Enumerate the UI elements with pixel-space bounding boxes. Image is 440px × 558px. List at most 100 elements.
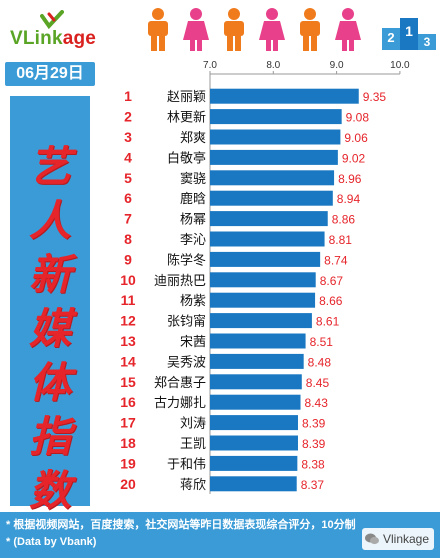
bar (210, 88, 359, 104)
value-label: 8.37 (301, 478, 325, 492)
name-label: 蒋欣 (180, 477, 206, 492)
bar (210, 476, 297, 492)
wechat-icon (365, 533, 379, 545)
bar-chart: 7.0 8.0 9.0 10.0 1 赵丽颖 9.35 2 林更新 9.08 3 郑爽 9.06 4 白敬亭… (120, 60, 410, 494)
rank-label: 8 (124, 231, 132, 247)
side-title-char: 新 (28, 251, 71, 298)
bar (210, 109, 342, 125)
bar (210, 374, 302, 390)
value-label: 8.51 (310, 335, 334, 349)
value-label: 8.39 (302, 437, 326, 451)
name-label: 陈学冬 (167, 252, 206, 267)
vlinkage-logo: VLinkage (10, 10, 120, 50)
bar (210, 190, 333, 206)
bar (210, 313, 312, 329)
male-person-icon (224, 8, 244, 51)
name-label: 吴秀波 (167, 354, 206, 369)
bar (210, 170, 335, 186)
value-label: 8.61 (316, 315, 340, 329)
watermark: Vlinkage (362, 528, 435, 550)
chart-area: 7.0 8.0 9.0 10.0 1 赵丽颖 9.35 2 林更新 9.08 3 郑爽 9.06 4 白敬亭… (100, 58, 440, 512)
female-person-icon (335, 8, 361, 51)
rank-label: 11 (121, 292, 136, 308)
date-badge: 06月29日 (5, 62, 95, 86)
name-label: 杨紫 (180, 293, 206, 308)
side-title-char: 人 (28, 197, 71, 244)
name-label: 宋茜 (180, 334, 206, 349)
value-label: 8.67 (320, 274, 344, 288)
rank-label: 17 (120, 415, 136, 431)
name-label: 郑合惠子 (154, 375, 206, 390)
rank-label: 18 (120, 435, 136, 451)
watermark-text: Vlinkage (383, 532, 430, 546)
rank-label: 7 (124, 211, 132, 227)
x-tick-label: 9.0 (330, 60, 344, 71)
value-label: 9.08 (346, 111, 370, 125)
rank-label: 9 (124, 251, 132, 267)
rank-label: 13 (120, 333, 136, 349)
value-label: 8.66 (319, 294, 343, 308)
value-label: 9.02 (342, 151, 366, 165)
bar (210, 231, 325, 247)
logo-mark-icon (40, 10, 64, 30)
x-tick-label: 7.0 (203, 60, 217, 71)
name-label: 于和伟 (167, 456, 206, 471)
bar (210, 455, 298, 471)
value-label: 8.38 (301, 457, 325, 471)
name-label: 鹿晗 (180, 191, 206, 206)
name-label: 刘涛 (180, 416, 206, 431)
logo-text-prefix: VLink (10, 28, 63, 49)
name-label: 王凯 (180, 436, 206, 451)
podium-first: 1 (405, 23, 413, 39)
footer-credit: * (Data by Vbank) (6, 536, 97, 548)
rank-label: 5 (124, 170, 132, 186)
bar (210, 415, 298, 431)
name-label: 窦骁 (180, 171, 206, 186)
bar (210, 251, 321, 267)
value-label: 8.81 (329, 233, 353, 247)
value-label: 8.86 (332, 213, 356, 227)
bar (210, 272, 316, 288)
side-title-char: 指 (28, 413, 71, 460)
side-title-char: 数 (28, 467, 71, 514)
people-row (148, 8, 361, 51)
side-banner (10, 96, 90, 506)
rank-label: 20 (120, 476, 136, 492)
x-tick-label: 8.0 (266, 60, 280, 71)
rank-label: 4 (124, 149, 132, 165)
bar (210, 129, 341, 145)
bar (210, 353, 304, 369)
name-label: 林更新 (167, 110, 206, 125)
value-label: 8.74 (324, 253, 348, 267)
rank-label: 14 (120, 353, 136, 369)
name-label: 赵丽颖 (167, 89, 206, 104)
male-person-icon (300, 8, 320, 51)
rank-label: 19 (120, 455, 136, 471)
logo-text-suffix: age (62, 28, 97, 49)
male-person-icon (148, 8, 168, 51)
podium-icon: 2 1 3 (382, 18, 436, 50)
side-title-char: 体 (28, 359, 71, 406)
name-label: 郑爽 (180, 130, 206, 145)
bar (210, 292, 316, 308)
rank-label: 15 (120, 374, 136, 390)
podium-second: 2 (387, 30, 394, 45)
rank-label: 2 (124, 109, 132, 125)
value-label: 8.96 (338, 172, 362, 186)
x-tick-label: 10.0 (390, 60, 410, 71)
value-label: 8.48 (308, 355, 332, 369)
value-label: 8.45 (306, 376, 330, 390)
rank-label: 3 (124, 129, 132, 145)
footer-note: * 根据视频网站，百度搜索，社交网站等昨日数据表现综合评分，10分制 (6, 519, 356, 531)
value-label: 9.35 (363, 90, 387, 104)
header: VLinkage 2 1 3 (0, 0, 440, 56)
bar (210, 333, 306, 349)
rank-label: 16 (120, 394, 136, 410)
rank-label: 10 (120, 272, 136, 288)
name-label: 白敬亭 (167, 150, 206, 165)
bar (210, 211, 328, 227)
side-title-char: 媒 (28, 305, 71, 352)
bar (210, 435, 298, 451)
name-label: 张钧甯 (167, 314, 206, 329)
side-title-char: 艺 (28, 143, 71, 190)
